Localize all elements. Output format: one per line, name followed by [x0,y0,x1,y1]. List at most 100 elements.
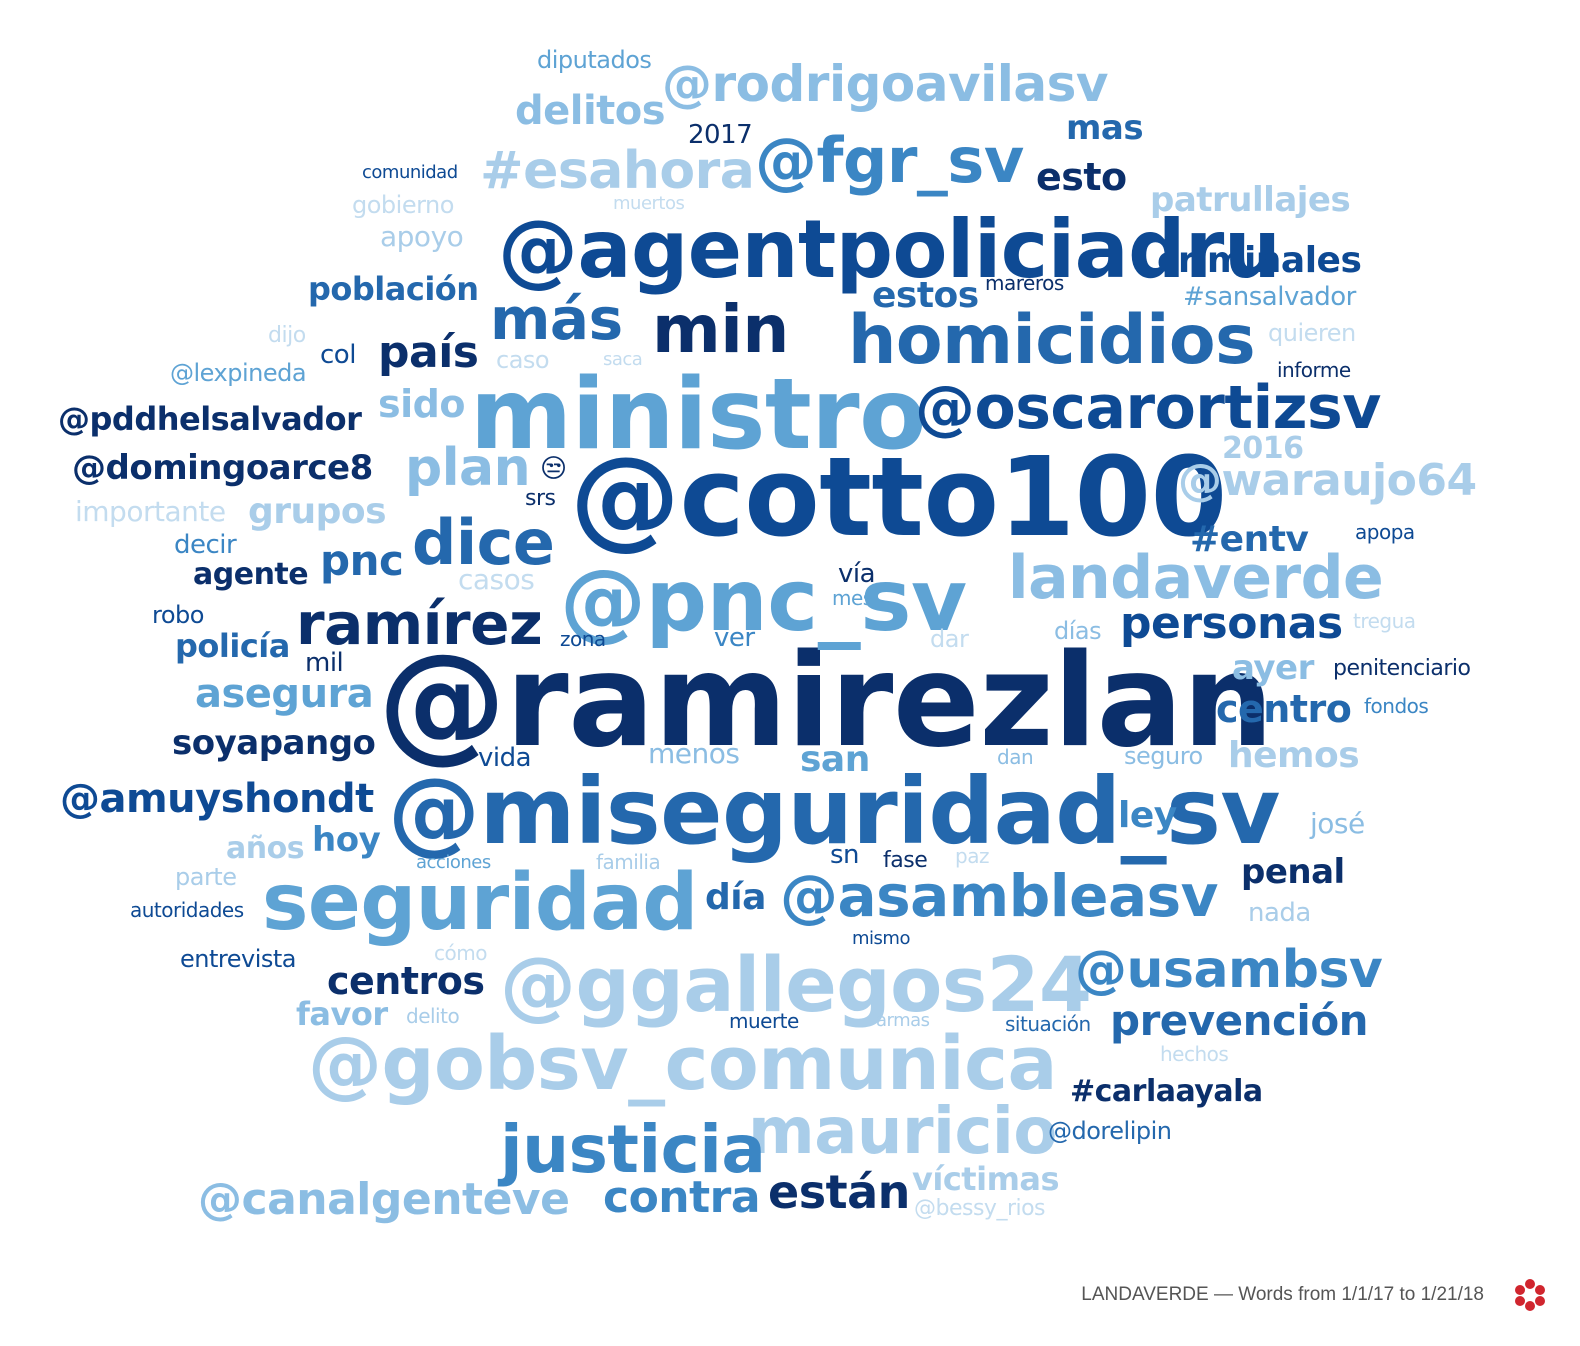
cloud-word: #sansalvador [1183,281,1356,312]
cloud-word: informe [1277,358,1351,383]
cloud-word: entrevista [180,945,296,974]
cloud-word: mil [305,647,344,678]
cloud-word: #entv [1190,518,1309,560]
cloud-word: decir [174,529,237,560]
cloud-word: ayer [1232,648,1314,689]
cloud-word: mauricio [748,1095,1057,1170]
cloud-word: ramírez [296,589,543,658]
cloud-word: tregua [1353,609,1416,634]
cloud-word: penitenciario [1333,655,1471,681]
cloud-word: favor [296,995,388,1034]
cloud-word: mes [832,586,873,611]
cloud-word: 2017 [688,119,753,150]
cloud-word: dice [412,505,555,579]
cloud-word: @bessy_rios [914,1195,1046,1221]
cloud-word: san [800,738,870,780]
cloud-word: zona [560,627,606,652]
cloud-word: casos [458,563,535,597]
cloud-word: pnc [320,536,404,586]
cloud-word: patrullajes [1150,180,1351,221]
cloud-word: @asambleasv [780,861,1218,930]
cloud-word: @miseguridad_sv [388,758,1280,866]
cloud-word: seguro [1124,742,1203,771]
cloud-word: nada [1248,897,1311,928]
cloud-word: muerte [729,1009,799,1034]
cloud-word: @rodrigoavilasv [662,55,1108,113]
cloud-word: landaverde [1008,543,1384,614]
cloud-word: autoridades [130,898,244,923]
cloud-word: sido [378,382,465,427]
red-flower-logo-icon [1515,1279,1545,1311]
cloud-word: col [320,339,356,370]
cloud-word: esto [1036,155,1127,200]
cloud-word: contra [603,1171,761,1223]
cloud-word: grupos [248,490,387,532]
cloud-word: dan [997,745,1034,770]
cloud-word: @agentpoliciadru [498,202,1281,296]
cloud-word: armas [876,1009,930,1031]
cloud-word: están [768,1165,910,1220]
cloud-word: robo [152,601,204,630]
cloud-word: 😒 [540,453,567,484]
cloud-word: @canalgenteve [198,1173,570,1225]
cloud-word: penal [1241,852,1345,893]
cloud-word: sn [830,839,860,870]
cloud-word: delito [406,1004,460,1029]
cloud-word: srs [525,485,556,511]
cloud-word: josé [1310,807,1365,841]
cloud-word: familia [596,850,661,875]
cloud-word: dar [930,625,969,654]
cloud-word: paz [955,844,989,869]
cloud-word: acciones [416,851,491,873]
cloud-word: diputados [537,46,652,75]
cloud-word: población [308,270,479,309]
cloud-word: seguridad [262,858,698,949]
cloud-word: centros [327,959,485,1004]
cloud-word: criminales [1157,239,1362,281]
cloud-word: @gobsv_comunica [308,1021,1057,1108]
cloud-word: víctimas [912,1160,1060,1199]
cloud-word: mas [1066,108,1144,149]
cloud-word: ver [714,622,755,653]
cloud-word: país [378,326,479,378]
cloud-word: @ramirezlan [378,627,1274,777]
cloud-word: hemos [1228,734,1360,776]
cloud-word: ministro [470,357,926,472]
cloud-word: #esahora [480,141,755,202]
cloud-word: vida [478,742,532,773]
cloud-word: mareros [985,271,1064,296]
cloud-word: importante [75,495,226,529]
cloud-word: apopa [1355,520,1415,545]
cloud-word: @cotto100 [570,433,1227,562]
cloud-word: centro [1216,687,1352,732]
cloud-word: min [652,290,789,368]
cloud-word: apoyo [380,220,464,254]
cloud-word: caso [496,346,550,375]
cloud-word: hechos [1160,1042,1229,1067]
cloud-word: @pddhelsalvador [58,400,362,439]
cloud-word: #carlaayala [1070,1073,1263,1109]
cloud-word: delitos [515,87,666,134]
cloud-word: @pnc_sv [560,550,967,651]
cloud-word: justicia [500,1110,766,1188]
cloud-word: situación [1005,1012,1091,1037]
cloud-word: más [490,284,623,353]
cloud-word: @oscarortizsv [915,373,1381,444]
cloud-word: personas [1120,597,1343,649]
cloud-word: @waraujo64 [1178,454,1477,506]
cloud-word: agente [193,556,309,592]
cloud-word: parte [175,863,237,892]
cloud-word: plan [405,438,531,499]
cloud-word: mismo [852,927,910,949]
cloud-word: 2016 [1222,430,1304,466]
cloud-word: prevención [1110,996,1369,1046]
cloud-word: asegura [195,670,374,717]
cloud-word: @lexpineda [170,359,307,388]
cloud-word: días [1054,617,1102,646]
cloud-word: @ggallegos24 [500,939,1092,1029]
cloud-word: @amuyshondt [60,775,374,822]
cloud-word: fondos [1364,694,1429,719]
cloud-word: @fgr_sv [755,123,1024,197]
cloud-word: homicidios [848,300,1256,380]
cloud-word: menos [648,737,740,771]
